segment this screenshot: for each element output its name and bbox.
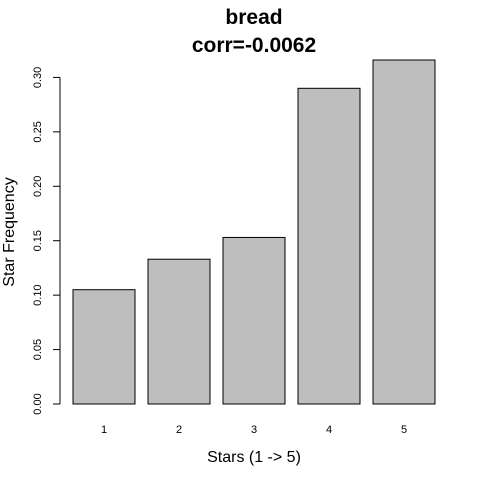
x-tick-label-1: 1 [101, 424, 107, 436]
x-tick-label-2: 2 [176, 424, 182, 436]
y-tick-label: 0.15 [32, 230, 44, 251]
chart-subtitle: corr=-0.0062 [192, 34, 316, 57]
x-axis-label: Stars (1 -> 5) [207, 449, 301, 466]
y-tick-label: 0.00 [32, 393, 44, 414]
bar-5 [372, 59, 436, 405]
chart-title: bread [225, 6, 282, 29]
bar-4 [297, 87, 361, 405]
bar-3 [222, 236, 286, 405]
y-tick-label: 0.20 [32, 176, 44, 197]
bars-group [72, 59, 436, 405]
x-tick-label-3: 3 [251, 424, 257, 436]
y-tick-label: 0.05 [32, 339, 44, 360]
bar-1 [72, 289, 136, 405]
y-tick-label: 0.30 [32, 67, 44, 88]
bar-2 [147, 258, 211, 405]
x-tick-label-4: 4 [326, 424, 332, 436]
y-axis-ticks: 0.00 0.05 0.10 0.15 0.20 0.25 0.30 [32, 67, 60, 415]
y-axis-label: Star Frequency [1, 177, 18, 286]
x-tick-label-5: 5 [401, 424, 407, 436]
y-tick-label: 0.10 [32, 284, 44, 305]
x-tick-labels: 1 2 3 4 5 [101, 424, 407, 436]
y-tick-label: 0.25 [32, 121, 44, 142]
